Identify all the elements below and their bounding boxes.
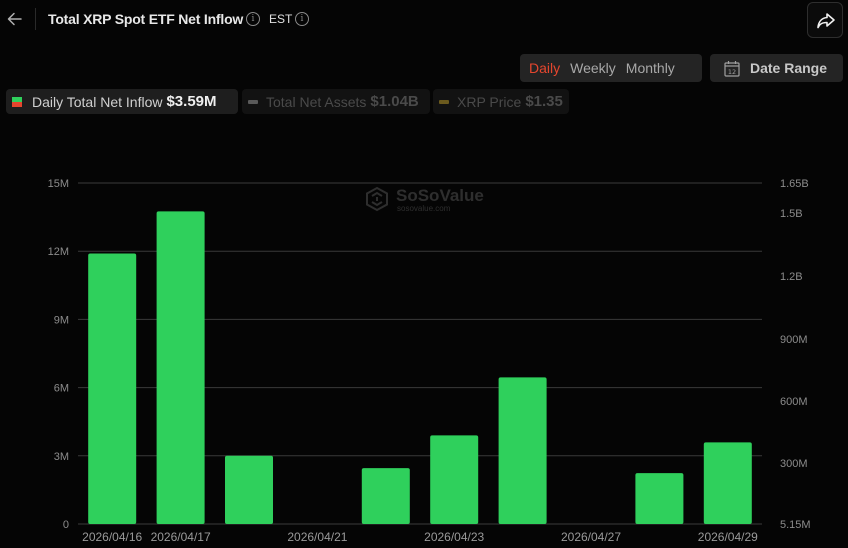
y-tick-label: 12M <box>48 246 69 258</box>
y-tick-label: 3M <box>54 451 69 463</box>
legend-label: Daily Total Net Inflow <box>32 93 163 110</box>
y2-tick-label: 600M <box>780 396 808 408</box>
bar-2026/04/29[interactable] <box>703 442 752 524</box>
bar-2026/04/16[interactable] <box>88 253 137 524</box>
header-divider <box>35 8 36 30</box>
x-tick-label: 2026/04/17 <box>151 530 211 544</box>
arrow-left-icon <box>7 12 22 26</box>
x-tick-label: 2026/04/29 <box>698 530 758 544</box>
x-tick-label: 2026/04/23 <box>424 530 484 544</box>
bar-2026/04/24[interactable] <box>498 377 547 524</box>
x-tick-label: 2026/04/21 <box>287 530 347 544</box>
tab-monthly[interactable]: Monthly <box>625 60 675 76</box>
y2-tick-label: 1.2B <box>780 271 803 283</box>
x-tick-label: 2026/04/27 <box>561 530 621 544</box>
info-icon[interactable]: i <box>246 12 260 26</box>
y-tick-label: 9M <box>54 314 69 326</box>
legend-swatch <box>12 96 22 107</box>
date-range-label: Date Range <box>750 60 828 76</box>
timezone-label: EST <box>269 12 293 26</box>
legend-swatch <box>439 99 449 104</box>
y2-tick-label: 5.15M <box>780 519 811 531</box>
y-tick-label: 6M <box>54 383 69 395</box>
bar-2026/04/17[interactable] <box>156 211 205 524</box>
calendar-icon: 12 <box>724 61 740 77</box>
legend-value: $1.35 <box>525 93 563 110</box>
page-title: Total XRP Spot ETF Net Inflow <box>48 11 244 27</box>
tab-weekly[interactable]: Weekly <box>570 60 616 76</box>
legend-total-net-assets[interactable]: Total Net Assets $1.04B <box>242 89 430 114</box>
bar-2026/04/28[interactable] <box>635 473 684 524</box>
sosovalue-logo-icon <box>366 186 388 212</box>
bar-2026/04/20[interactable] <box>225 455 273 524</box>
sosovalue-watermark: SoSoValue sosovalue.com <box>364 186 484 217</box>
y-tick-label: 15M <box>48 178 69 190</box>
legend-swatch <box>248 99 258 104</box>
date-range-button[interactable]: 12 Date Range <box>710 54 843 82</box>
y2-tick-label: 300M <box>780 458 808 470</box>
period-tabs: Daily Weekly Monthly <box>520 54 702 82</box>
y2-tick-label: 1.5B <box>780 208 803 220</box>
timezone-info-icon[interactable]: i <box>295 12 309 26</box>
tab-daily[interactable]: Daily <box>529 60 561 76</box>
bar-2026/04/22[interactable] <box>361 468 410 524</box>
y2-tick-label: 1.65B <box>780 178 809 190</box>
share-button[interactable] <box>807 2 843 38</box>
share-icon <box>817 13 835 29</box>
bars <box>88 211 752 524</box>
header: Total XRP Spot ETF Net Inflow i EST i <box>0 0 848 40</box>
x-tick-label: 2026/04/16 <box>82 530 142 544</box>
x-axis: 2026/04/16 2026/04/17 2026/04/21 2026/04/23… <box>82 530 758 544</box>
y-tick-label: 0 <box>63 519 69 531</box>
legend-value: $1.04B <box>370 93 419 110</box>
legend-xrp-price[interactable]: XRP Price $1.35 <box>433 89 569 114</box>
legend-label: Total Net Assets <box>266 93 367 110</box>
back-button[interactable] <box>4 8 26 30</box>
legend-value: $3.59M <box>166 93 217 110</box>
y-axis-right: 5.15M 300M 600M 900M 1.2B 1.5B 1.65B <box>780 178 811 531</box>
bar-2026/04/23[interactable] <box>430 435 479 524</box>
y2-tick-label: 900M <box>780 334 808 346</box>
svg-text:12: 12 <box>728 68 736 76</box>
y-axis-left: 0 3M 6M 9M 12M 15M <box>48 178 69 531</box>
legend-label: XRP Price <box>457 93 522 110</box>
legend-daily-net-inflow[interactable]: Daily Total Net Inflow $3.59M <box>6 89 238 114</box>
